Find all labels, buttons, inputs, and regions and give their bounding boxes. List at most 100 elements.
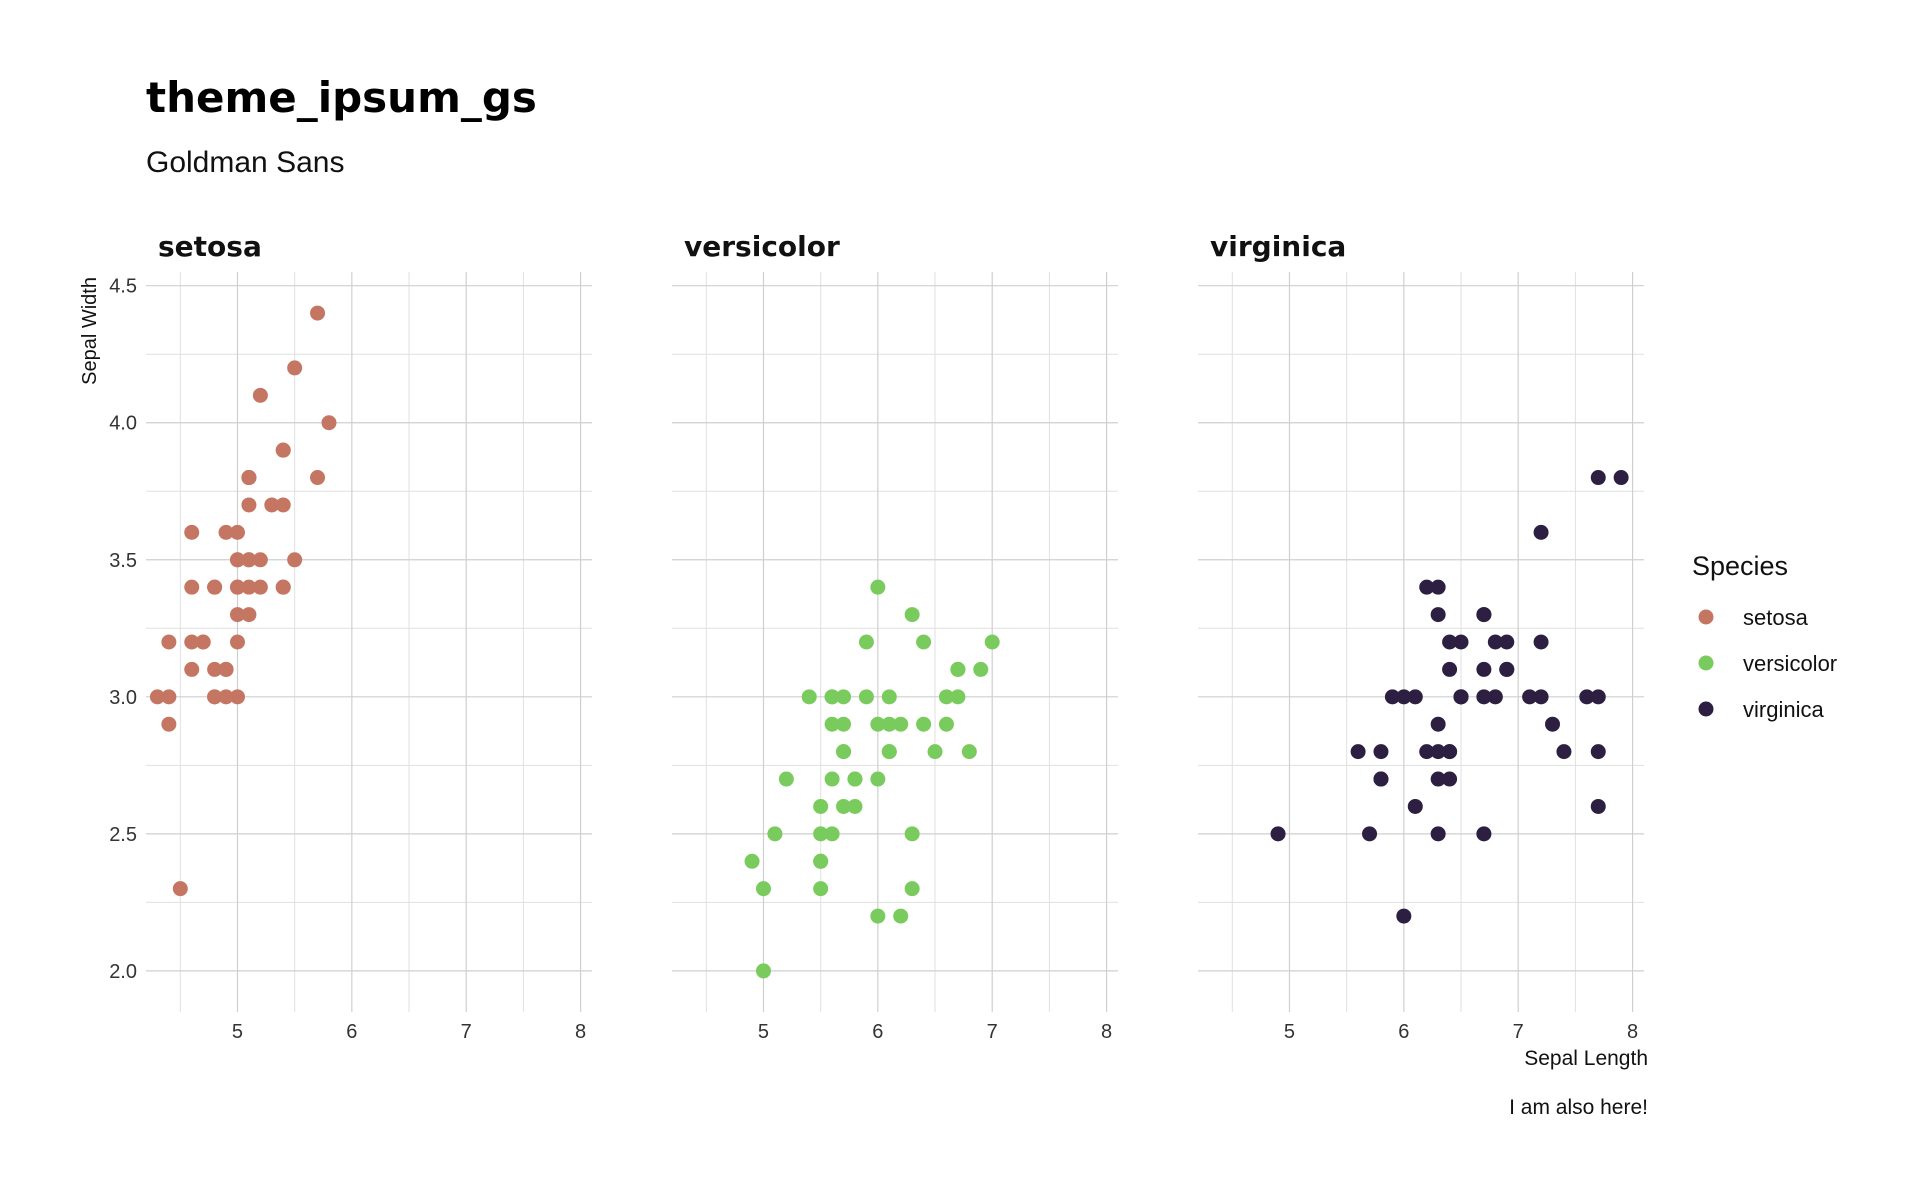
data-point-versicolor	[881, 689, 897, 705]
data-point-setosa	[264, 497, 280, 513]
legend-label-virginica: virginica	[1743, 697, 1824, 722]
data-point-setosa	[218, 689, 234, 705]
data-point-setosa	[252, 552, 268, 568]
data-point-versicolor	[836, 689, 852, 705]
data-point-versicolor	[847, 771, 863, 787]
data-point-versicolor	[813, 798, 829, 814]
data-point-versicolor	[927, 744, 943, 760]
data-point-versicolor	[767, 826, 783, 842]
data-point-virginica	[1613, 470, 1629, 486]
data-point-virginica	[1487, 634, 1503, 650]
data-point-versicolor	[893, 908, 909, 924]
data-point-virginica	[1487, 689, 1503, 705]
data-point-virginica	[1442, 771, 1458, 787]
data-point-setosa	[218, 524, 234, 540]
y-axis-label: Sepal Width	[79, 277, 101, 385]
data-point-versicolor	[836, 716, 852, 732]
data-point-setosa	[275, 497, 291, 513]
data-point-versicolor	[836, 744, 852, 760]
data-point-virginica	[1590, 689, 1606, 705]
data-point-setosa	[229, 524, 245, 540]
data-point-versicolor	[916, 716, 932, 732]
data-point-versicolor	[813, 826, 829, 842]
data-point-setosa	[218, 661, 234, 677]
data-point-setosa	[184, 661, 200, 677]
data-point-virginica	[1384, 689, 1400, 705]
data-point-versicolor	[904, 607, 920, 623]
facet-panel-virginica: 5 6 7 8 virginica	[1198, 230, 1644, 1043]
data-point-virginica	[1430, 607, 1446, 623]
data-point-setosa	[241, 607, 257, 623]
data-point-setosa	[207, 579, 223, 595]
y-tick-label: 4.0	[109, 413, 137, 435]
y-tick-label: 2.5	[109, 824, 137, 846]
facet-panel-setosa: 5 6 7 8 setosa	[146, 230, 592, 1043]
data-point-virginica	[1350, 744, 1366, 760]
data-point-setosa	[252, 579, 268, 595]
data-point-setosa	[229, 634, 245, 650]
data-point-versicolor	[755, 963, 771, 979]
data-point-virginica	[1419, 744, 1435, 760]
data-point-virginica	[1590, 470, 1606, 486]
data-point-setosa	[229, 607, 245, 623]
x-tick-label: 5	[1284, 1021, 1295, 1043]
x-tick-label: 6	[872, 1021, 883, 1043]
data-point-virginica	[1453, 634, 1469, 650]
data-point-versicolor	[984, 634, 1000, 650]
chart-subtitle: Goldman Sans	[146, 146, 344, 179]
facet-panels: 5 6 7 8 setosa 5 6 7 8 versicolor 5 6 7 8 virginica	[146, 230, 1644, 1043]
data-point-versicolor	[755, 881, 771, 897]
data-point-setosa	[207, 661, 223, 677]
x-tick-label: 8	[575, 1021, 586, 1043]
x-tick-label: 8	[1101, 1021, 1112, 1043]
data-point-setosa	[241, 579, 257, 595]
data-point-setosa	[161, 716, 177, 732]
data-point-virginica	[1556, 744, 1572, 760]
data-point-setosa	[275, 442, 291, 458]
facet-title-virginica: virginica	[1210, 230, 1346, 263]
data-point-setosa	[241, 552, 257, 568]
data-point-virginica	[1453, 689, 1469, 705]
data-point-versicolor	[938, 689, 954, 705]
data-point-versicolor	[744, 853, 760, 869]
data-point-setosa	[184, 579, 200, 595]
data-point-versicolor	[938, 716, 954, 732]
data-point-virginica	[1430, 744, 1446, 760]
data-point-virginica	[1522, 689, 1538, 705]
y-tick-label: 2.0	[109, 961, 137, 983]
data-point-setosa	[241, 497, 257, 513]
data-point-setosa	[184, 634, 200, 650]
data-point-versicolor	[813, 853, 829, 869]
data-point-setosa	[241, 470, 257, 486]
data-point-setosa	[184, 524, 200, 540]
data-point-versicolor	[813, 881, 829, 897]
data-point-versicolor	[836, 798, 852, 814]
data-point-versicolor	[881, 744, 897, 760]
data-point-versicolor	[870, 908, 886, 924]
data-point-versicolor	[801, 689, 817, 705]
facet-title-setosa: setosa	[158, 230, 262, 263]
data-point-versicolor	[824, 689, 840, 705]
data-point-virginica	[1373, 771, 1389, 787]
data-point-setosa	[229, 689, 245, 705]
data-point-virginica	[1396, 908, 1412, 924]
legend-key-setosa	[1698, 609, 1714, 625]
data-point-setosa	[195, 634, 211, 650]
data-point-versicolor	[973, 661, 989, 677]
data-point-versicolor	[950, 661, 966, 677]
data-point-setosa	[321, 415, 337, 431]
data-point-setosa	[229, 552, 245, 568]
facet-panel-versicolor: 5 6 7 8 versicolor	[672, 230, 1118, 1043]
data-point-virginica	[1442, 661, 1458, 677]
data-point-virginica	[1579, 689, 1595, 705]
data-point-versicolor	[824, 771, 840, 787]
data-point-setosa	[252, 387, 268, 403]
data-point-virginica	[1430, 579, 1446, 595]
data-point-versicolor	[893, 716, 909, 732]
data-point-virginica	[1373, 744, 1389, 760]
data-point-virginica	[1476, 826, 1492, 842]
data-point-virginica	[1476, 661, 1492, 677]
data-point-setosa	[172, 881, 188, 897]
chart-caption: I am also here!	[1509, 1096, 1648, 1119]
data-point-virginica	[1590, 744, 1606, 760]
